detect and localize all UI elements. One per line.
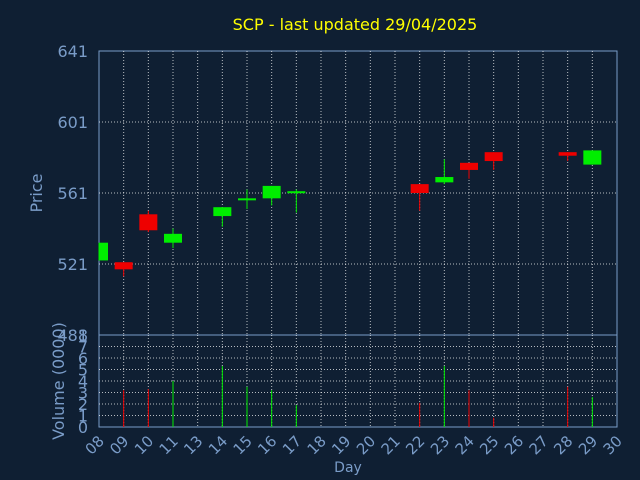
candle	[139, 210, 158, 233]
volume-tick-label: 7	[78, 338, 88, 357]
x-tick-label: 19	[328, 432, 354, 458]
candle	[114, 262, 133, 277]
candle-body	[460, 162, 478, 170]
volume-tick-label: 1	[78, 407, 88, 426]
candle-body	[583, 150, 602, 165]
x-tick-label: 20	[353, 432, 379, 458]
candle	[484, 152, 503, 170]
x-tick-label: 10	[131, 432, 157, 458]
x-tick-label: 17	[279, 432, 305, 458]
candle-body	[238, 198, 256, 201]
volume-tick-label: 5	[78, 361, 88, 380]
volume-tick-label: 2	[78, 395, 88, 414]
candle-body	[114, 262, 133, 270]
x-tick-label: 28	[550, 432, 576, 458]
x-tick-label: 15	[230, 432, 256, 458]
x-tick-label: 18	[304, 432, 330, 458]
x-tick-label: 26	[501, 432, 527, 458]
x-tick-label: 27	[526, 432, 552, 458]
volume-axis-label: Volume (0000)	[49, 322, 68, 440]
candle-body	[164, 233, 182, 243]
candle-body	[410, 184, 429, 193]
x-tick-label: 21	[378, 432, 404, 458]
candle	[262, 185, 281, 206]
volume-tick-label: 4	[78, 372, 88, 391]
x-axis-label: Day	[334, 460, 362, 476]
x-tick-label: 11	[156, 432, 182, 458]
candle	[583, 150, 602, 165]
x-tick-label: 24	[452, 432, 478, 458]
price-axis-ticks: 481 521 561 601 641	[57, 42, 88, 345]
candle	[558, 152, 577, 162]
price-tick-label: 481	[57, 326, 88, 345]
price-tick-label: 641	[57, 42, 88, 61]
candle-body	[139, 214, 158, 231]
x-tick-label: 16	[254, 432, 280, 458]
candle	[98, 242, 108, 261]
price-tick-label: 601	[57, 113, 88, 132]
price-axis-label: Price	[27, 173, 46, 212]
candle	[287, 189, 306, 213]
volume-tick-label: 3	[78, 384, 88, 403]
candle	[213, 207, 232, 227]
candle	[410, 184, 429, 211]
x-tick-label: 25	[476, 432, 502, 458]
price-tick-label: 521	[57, 255, 88, 274]
x-tick-label: 29	[575, 432, 601, 458]
candle-body	[484, 152, 503, 162]
candle-body	[435, 177, 454, 183]
candle-body	[287, 191, 306, 194]
x-tick-label: 13	[180, 432, 206, 458]
x-tick-label: 22	[402, 432, 428, 458]
volume-tick-label: 8	[78, 326, 88, 345]
x-tick-label: 30	[600, 432, 626, 458]
volume-tick-label: 6	[78, 349, 88, 368]
x-tick-label: 14	[205, 432, 231, 458]
volume-grid	[99, 335, 617, 427]
x-axis-ticks: 0809101113141516171819202122232425262728…	[82, 432, 626, 458]
candle-body	[262, 185, 281, 199]
volume-tick-label: 0	[78, 418, 88, 437]
candle	[238, 189, 256, 209]
candle-body	[213, 207, 232, 217]
candle-body	[99, 242, 108, 261]
x-tick-label: 09	[106, 432, 132, 458]
candle	[460, 162, 478, 179]
candle	[164, 228, 182, 249]
chart-title: SCP - last updated 29/04/2025	[233, 15, 478, 34]
candle	[435, 159, 454, 185]
x-tick-label: 23	[427, 432, 453, 458]
price-grid	[99, 51, 617, 335]
volume-bars	[123, 366, 593, 427]
candles	[98, 150, 602, 277]
candle-body	[558, 152, 577, 156]
price-tick-label: 561	[57, 184, 88, 203]
